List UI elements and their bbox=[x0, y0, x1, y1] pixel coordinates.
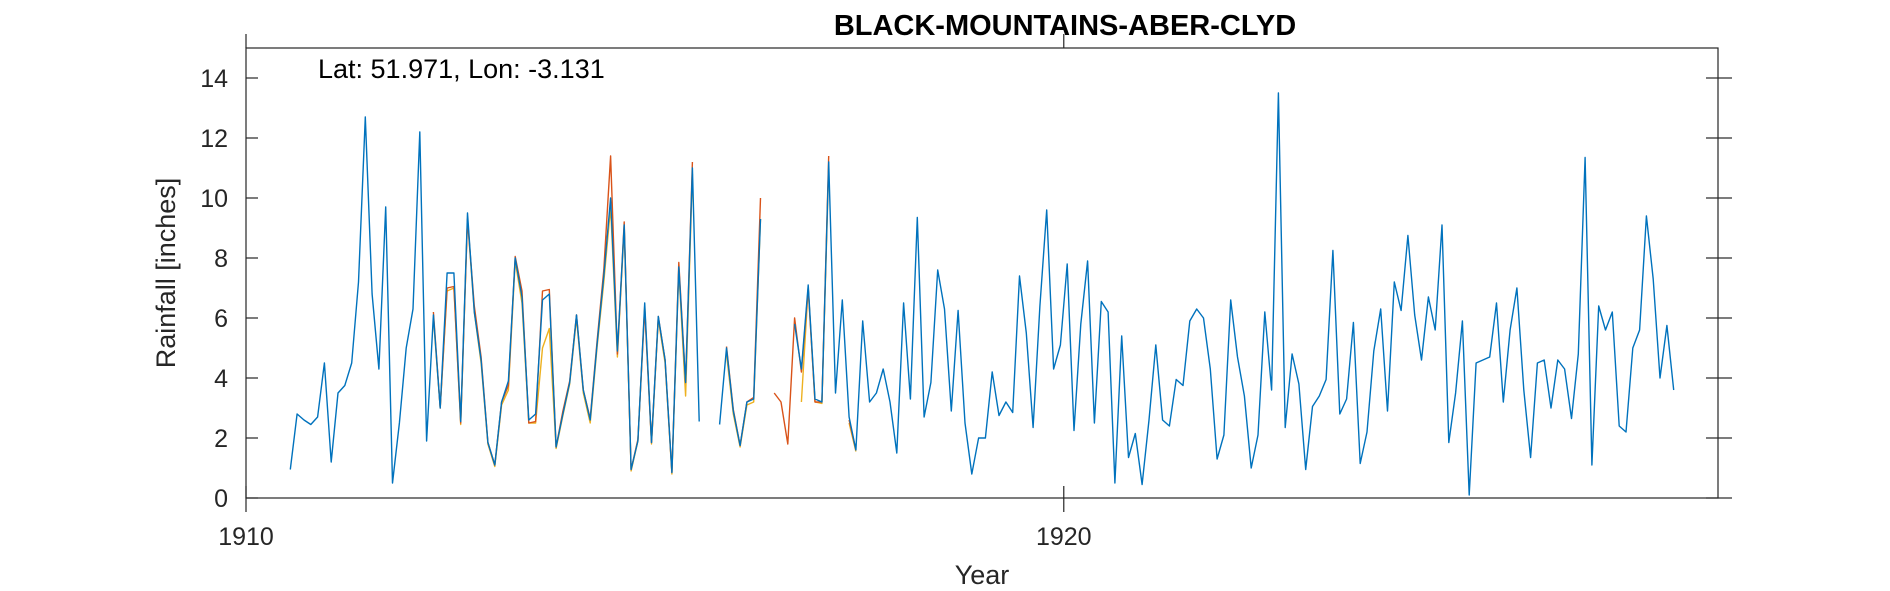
x-axis-label: Year bbox=[955, 560, 1010, 590]
plot-frame bbox=[245, 47, 1719, 499]
location-annotation: Lat: 51.971, Lon: -3.131 bbox=[318, 54, 605, 84]
y-axis-label: Rainfall [inches] bbox=[151, 178, 181, 369]
y-tick-label: 8 bbox=[214, 245, 228, 273]
y-axis-ticks: 0 2 4 6 8 10 12 14 bbox=[200, 65, 1732, 513]
y-tick-label: 2 bbox=[214, 425, 228, 453]
chart-title: BLACK-MOUNTAINS-ABER-CLYD bbox=[834, 10, 1296, 42]
series-series-1 bbox=[289, 92, 1675, 496]
y-tick-label: 12 bbox=[200, 125, 228, 153]
y-tick-label: 14 bbox=[200, 65, 228, 93]
x-tick-label: 1910 bbox=[218, 523, 274, 551]
x-tick-label: 1920 bbox=[1036, 523, 1092, 551]
x-axis-ticks: 1910 1920 bbox=[218, 34, 1092, 551]
series-layer bbox=[289, 92, 1675, 496]
y-tick-label: 4 bbox=[214, 365, 228, 393]
series-line-segment bbox=[289, 116, 700, 484]
series-line-segment bbox=[773, 155, 830, 445]
y-tick-label: 6 bbox=[214, 305, 228, 333]
y-tick-label: 10 bbox=[200, 185, 228, 213]
series-line-segment bbox=[793, 92, 1675, 496]
series-line-segment bbox=[718, 218, 762, 447]
y-tick-label: 0 bbox=[214, 485, 228, 513]
plot-area-border bbox=[245, 47, 1719, 499]
